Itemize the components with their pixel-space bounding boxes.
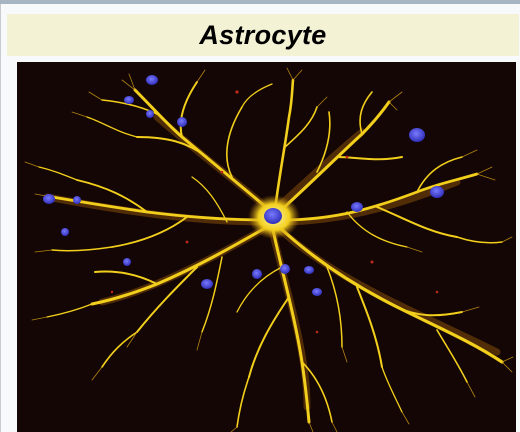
red-specks <box>110 90 439 334</box>
astrocyte-image[interactable] <box>17 62 516 432</box>
infobox-title: Astrocyte <box>199 19 327 50</box>
page-top-border <box>0 0 520 4</box>
micrograph-background <box>17 62 516 432</box>
fine-processes <box>24 67 514 432</box>
infobox-title-bar: Astrocyte <box>7 14 519 56</box>
astrocyte-micrograph <box>17 62 516 432</box>
cell-nuclei <box>43 75 444 296</box>
astrocyte-soma <box>248 195 300 239</box>
soma-nucleus <box>264 208 282 224</box>
astrocyte-processes <box>38 78 504 428</box>
